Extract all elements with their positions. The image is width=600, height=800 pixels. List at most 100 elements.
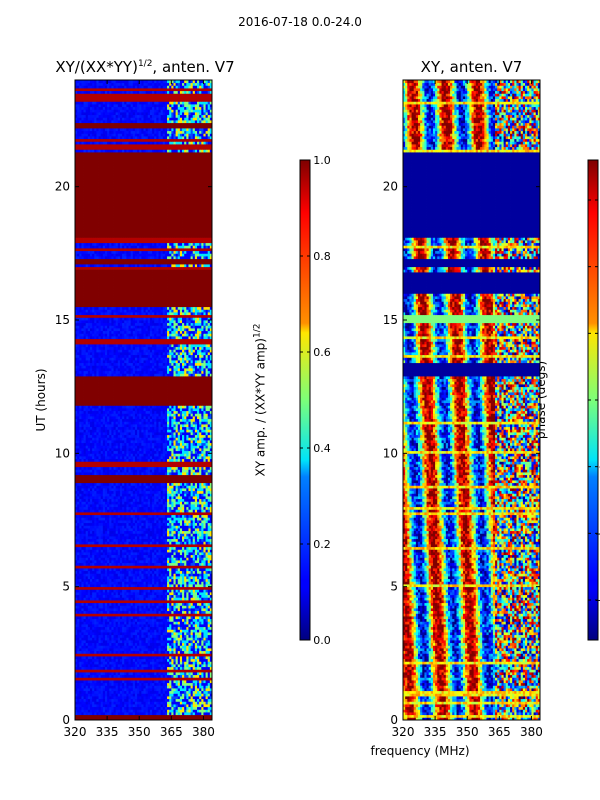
heatmap-cell [139,680,142,683]
heatmap-cell [193,677,196,680]
heatmap-cell [103,701,106,704]
heatmap-cell [88,667,91,670]
heatmap-cell [144,659,147,662]
heatmap-cell [75,691,78,694]
heatmap-cell [75,653,78,656]
heatmap-cell [109,648,112,651]
heatmap-cell [154,659,157,662]
heatmap-cell [90,656,93,659]
heatmap-cell [193,701,196,704]
heatmap-cell [146,648,149,651]
heatmap-cell [96,645,99,648]
heatmap-cell [146,656,149,659]
heatmap-cell [201,664,204,667]
heatmap-cell [208,659,211,662]
heatmap-cell [144,643,147,646]
heatmap-cell [182,643,185,646]
heatmap-cell [186,699,189,702]
heatmap-cell [186,707,189,710]
heatmap-cell [135,667,138,670]
heatmap-cell [99,648,102,651]
heatmap-cell [126,704,129,707]
heatmap-cell [86,672,89,675]
heatmap-cell [139,643,142,646]
heatmap-cell [107,643,110,646]
heatmap-cell [186,675,189,678]
heatmap-cell [122,712,125,715]
heatmap-cell [169,656,172,659]
heatmap-cell [122,645,125,648]
heatmap-cell [135,677,138,680]
heatmap-cell [99,704,102,707]
heatmap-cell [101,680,104,683]
heatmap-cell [101,701,104,704]
heatmap-cell [84,669,87,672]
heatmap-cell [195,701,198,704]
heatmap-cell [120,704,123,707]
heatmap-cell [120,648,123,651]
heatmap-cell [199,667,202,670]
heatmap-cell [182,707,185,710]
heatmap-cell [150,664,153,667]
heatmap-cell [96,653,99,656]
heatmap-cell [201,672,204,675]
heatmap-cell [81,696,84,699]
heatmap-cell [171,704,174,707]
heatmap-cell [197,653,200,656]
heatmap-cell [161,707,164,710]
heatmap-cell [199,709,202,712]
heatmap-cell [111,664,114,667]
heatmap-cell [120,707,123,710]
heatmap-cell [171,645,174,648]
heatmap-cell [103,717,106,720]
heatmap-cell [79,656,82,659]
heatmap-cell [176,667,179,670]
heatmap-cell [201,704,204,707]
heatmap-cell [156,656,159,659]
heatmap-cell [203,685,206,688]
heatmap-cell [114,699,117,702]
heatmap-cell [135,648,138,651]
heatmap-cell [86,645,89,648]
heatmap-cell [99,693,102,696]
heatmap-cell [184,667,187,670]
heatmap-cell [144,672,147,675]
heatmap-cell [201,688,204,691]
heatmap-cell [94,712,97,715]
heatmap-cell [165,688,168,691]
heatmap-cell [81,685,84,688]
heatmap-cell [158,691,161,694]
heatmap-cell [75,640,78,643]
heatmap-cell [88,685,91,688]
heatmap-cell [169,664,172,667]
heatmap-cell [186,653,189,656]
heatmap-cell [193,645,196,648]
heatmap-cell [144,685,147,688]
heatmap-cell [131,709,134,712]
heatmap-cell [77,645,80,648]
heatmap-cell [122,653,125,656]
heatmap-cell [101,717,104,720]
heatmap-cell [79,675,82,678]
heatmap-cell [182,667,185,670]
heatmap-cell [84,717,87,720]
heatmap-cell [101,693,104,696]
heatmap-cell [105,669,108,672]
heatmap-cell [137,653,140,656]
heatmap-cell [208,717,211,720]
heatmap-cell [120,712,123,715]
figure-canvas: 320 335 350 365 38005101520320 335 350 365 38005… [0,0,600,800]
heatmap-cell [84,701,87,704]
heatmap-cell [182,645,185,648]
heatmap-cell [165,643,168,646]
heatmap-cell [193,643,196,646]
heatmap-cell [146,683,149,686]
heatmap-cell [161,709,164,712]
heatmap-cell [126,651,129,654]
heatmap-cell [141,704,144,707]
heatmap-cell [107,653,110,656]
heatmap-cell [124,667,127,670]
heatmap-cell [184,672,187,675]
heatmap-cell [88,696,91,699]
heatmap-cell [182,661,185,664]
